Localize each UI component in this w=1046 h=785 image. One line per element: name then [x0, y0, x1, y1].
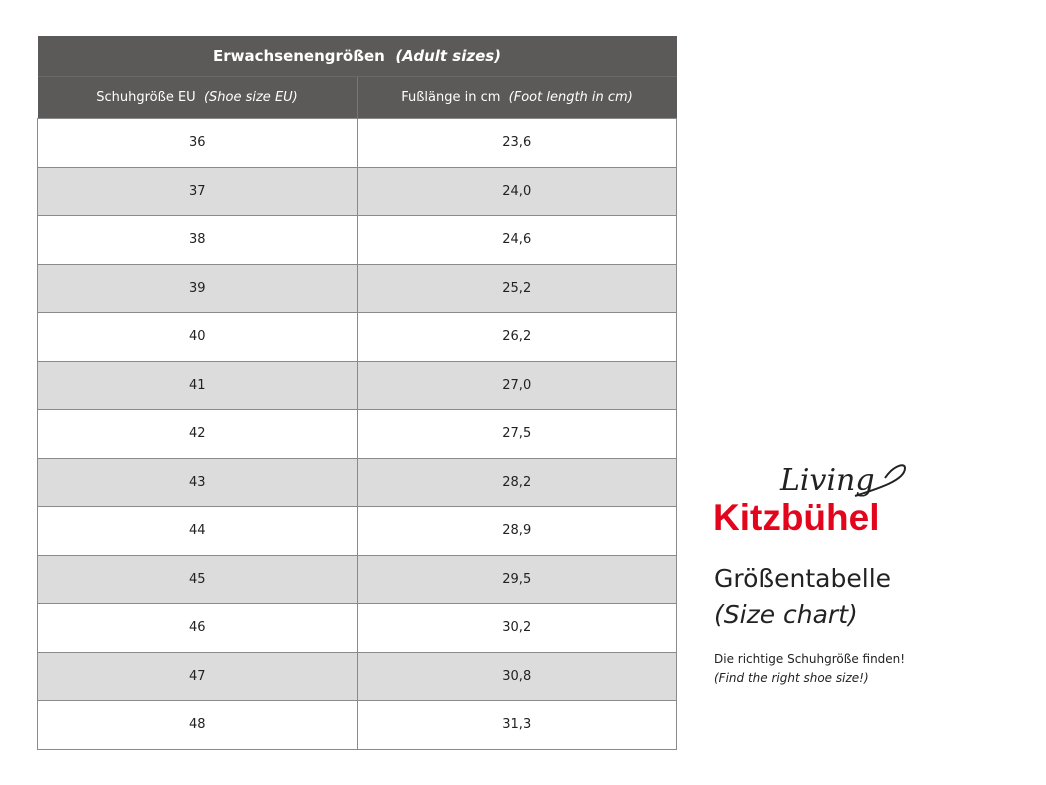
- column-header: Fußlänge in cm (Foot length in cm): [356, 76, 677, 119]
- foot-length: 27,5: [356, 409, 677, 459]
- shoe-size: 37: [37, 166, 358, 216]
- note-sub: (Find the right shoe size!): [714, 671, 869, 685]
- title-sub: (Adult sizes): [395, 47, 502, 65]
- brand-script: Living: [779, 463, 875, 498]
- shoe-size: 48: [37, 700, 358, 750]
- header-main: Schuhgröße EU: [96, 90, 196, 105]
- shoe-size: 44: [37, 506, 358, 556]
- table-row: 47 30,8: [37, 651, 677, 701]
- logo-swoosh: [854, 464, 907, 497]
- table-row: 48 31,3: [37, 700, 677, 750]
- header-main: Fußlänge in cm: [401, 90, 501, 105]
- foot-length: 24,0: [356, 166, 677, 216]
- table-row: 41 27,0: [37, 360, 677, 410]
- column-header: Schuhgröße EU (Shoe size EU): [37, 76, 357, 119]
- table-body: 36 23,6 37 24,0 38 24,6 39 25,2 40 26,2 41 27,0 42 27…: [37, 118, 677, 750]
- foot-length: 28,2: [356, 457, 677, 507]
- foot-length: 25,2: [356, 263, 677, 313]
- foot-length: 27,0: [356, 360, 677, 410]
- shoe-size: 38: [37, 215, 358, 265]
- table-row: 43 28,2: [37, 457, 677, 507]
- foot-length: 30,2: [356, 603, 677, 653]
- shoe-size: 46: [37, 603, 358, 653]
- table-row: 40 26,2: [37, 312, 677, 362]
- foot-length: 26,2: [356, 312, 677, 362]
- foot-length: 24,6: [356, 215, 677, 265]
- table-row: 44 28,9: [37, 506, 677, 556]
- note-main: Die richtige Schuhgröße finden!: [714, 652, 906, 666]
- foot-length: 23,6: [356, 118, 677, 168]
- shoe-size: 41: [37, 360, 358, 410]
- header-sub: (Foot length in cm): [508, 90, 633, 105]
- shoe-size: 36: [37, 118, 358, 168]
- shoe-size: 45: [37, 554, 358, 604]
- header-sub: (Shoe size EU): [203, 90, 298, 105]
- foot-length: 29,5: [356, 554, 677, 604]
- title-main: Erwachsenengrößen: [212, 47, 385, 65]
- heading-main: Größentabelle: [714, 564, 892, 593]
- shoe-size: 42: [37, 409, 358, 459]
- brand-name: Kitzbühel: [713, 497, 879, 538]
- shoe-size: 39: [37, 263, 358, 313]
- shoe-size: 43: [37, 457, 358, 507]
- header-row: Schuhgröße EU (Shoe size EU) Fußlänge in…: [37, 76, 677, 119]
- foot-length: 28,9: [356, 506, 677, 556]
- foot-length: 31,3: [356, 700, 677, 750]
- heading-sub: (Size chart): [714, 600, 858, 629]
- table-row: 46 30,2: [37, 603, 677, 653]
- shoe-size: 40: [37, 312, 358, 362]
- title-row: Erwachsenengrößen (Adult sizes): [37, 36, 677, 77]
- table-head: Erwachsenengrößen (Adult sizes) Schuhgrö…: [37, 36, 677, 119]
- table-row: 38 24,6: [37, 215, 677, 265]
- shoe-size: 47: [37, 651, 358, 701]
- table-row: 45 29,5: [37, 554, 677, 604]
- table-row: 37 24,0: [37, 166, 677, 216]
- table-row: 36 23,6: [37, 118, 677, 168]
- size-table: Erwachsenengrößen (Adult sizes) Schuhgrö…: [37, 36, 677, 750]
- foot-length: 30,8: [356, 651, 677, 701]
- table-row: 42 27,5: [37, 409, 677, 459]
- table-title: Erwachsenengrößen (Adult sizes): [37, 36, 677, 77]
- brand-logo: Living Kitzbühel: [713, 463, 907, 538]
- table-row: 39 25,2: [37, 263, 677, 313]
